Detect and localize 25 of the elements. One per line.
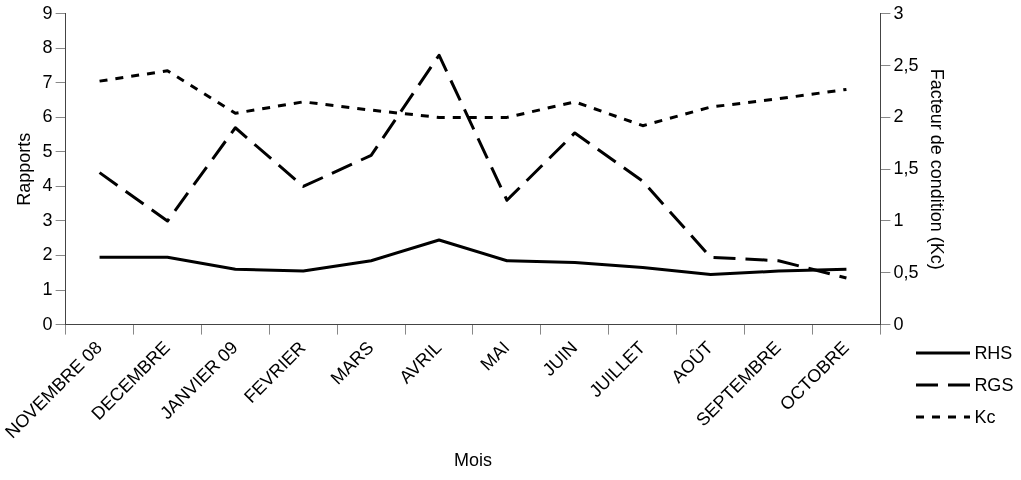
y2-axis-title: Facteur de condition (Kc) — [927, 68, 948, 270]
y-tick-label: 6 — [42, 106, 53, 127]
y2-tick-label: 1,5 — [893, 158, 919, 179]
y-tick-label: 9 — [42, 2, 53, 23]
y-tick-label: 5 — [42, 140, 53, 161]
y2-tick-label: 0 — [893, 313, 904, 334]
line-series — [98, 53, 848, 280]
y-tick-label: 1 — [42, 279, 53, 300]
x-axis-title: Mois — [453, 450, 492, 471]
y2-tick-label: 2,5 — [893, 54, 919, 75]
y-tick-label: 4 — [42, 175, 53, 196]
y2-tick-label: 3 — [893, 2, 904, 23]
legend-label: Kc — [974, 405, 996, 429]
legend-label: RHS — [974, 341, 1013, 365]
y2-tick-label: 2 — [893, 106, 904, 127]
y2-tick-label: 1 — [893, 209, 904, 230]
y-tick-label: 8 — [42, 37, 53, 58]
y-tick-label: 2 — [42, 244, 53, 265]
x-tick-label: MAI — [476, 337, 514, 375]
legend-label: RGS — [974, 373, 1014, 397]
y-tick-label: 7 — [42, 71, 53, 92]
y-axis-title: Rapports — [13, 132, 34, 206]
y2-tick-label: 0,5 — [893, 261, 919, 282]
y-tick-label: 3 — [42, 209, 53, 230]
y-tick-label: 0 — [42, 313, 53, 334]
